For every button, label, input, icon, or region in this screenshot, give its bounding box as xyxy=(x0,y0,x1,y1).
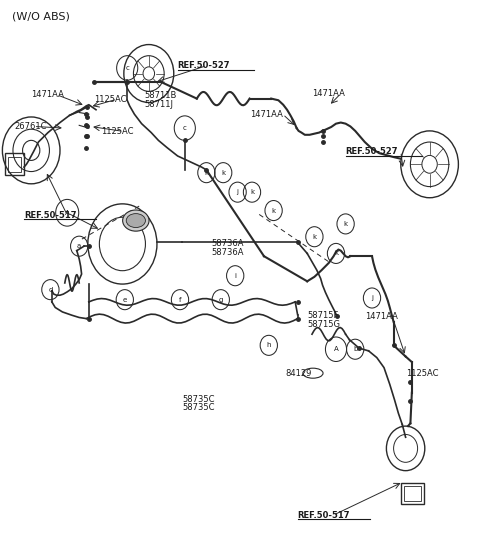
Text: 1125AC: 1125AC xyxy=(94,95,126,104)
Text: A: A xyxy=(65,210,70,216)
Text: d: d xyxy=(48,287,53,292)
Text: REF.50-517: REF.50-517 xyxy=(298,511,350,520)
Text: g: g xyxy=(218,297,223,302)
Text: 58735C: 58735C xyxy=(182,395,215,404)
Text: 26761C: 26761C xyxy=(14,122,47,131)
Text: 1125AC: 1125AC xyxy=(101,127,133,136)
Text: REF.50-527: REF.50-527 xyxy=(346,147,398,156)
Text: j: j xyxy=(237,189,239,195)
Text: e: e xyxy=(123,297,127,302)
Text: 58736A: 58736A xyxy=(211,248,244,257)
Text: 58711B: 58711B xyxy=(144,91,176,100)
Text: 1471AA: 1471AA xyxy=(312,89,345,98)
Text: 1471AA: 1471AA xyxy=(365,312,397,321)
Text: A: A xyxy=(334,346,338,352)
Text: c: c xyxy=(183,125,187,131)
Ellipse shape xyxy=(123,210,149,231)
Text: REF.50-527: REF.50-527 xyxy=(178,61,230,70)
Text: k: k xyxy=(204,170,208,175)
Text: 58715F: 58715F xyxy=(307,311,338,320)
Ellipse shape xyxy=(126,213,145,227)
Text: c: c xyxy=(125,65,129,71)
Text: k: k xyxy=(312,234,316,240)
Text: b: b xyxy=(353,346,358,352)
Text: a: a xyxy=(77,243,81,249)
Text: 1125AC: 1125AC xyxy=(406,369,438,378)
Text: k: k xyxy=(250,189,254,195)
Text: i: i xyxy=(234,273,236,278)
Text: 58711J: 58711J xyxy=(144,100,173,109)
Text: k: k xyxy=(221,170,225,175)
Text: REF.50-517: REF.50-517 xyxy=(24,211,76,219)
Text: k: k xyxy=(272,208,276,213)
Text: 1471AA: 1471AA xyxy=(31,90,64,99)
Text: 1471AA: 1471AA xyxy=(250,110,282,119)
Text: f: f xyxy=(179,297,181,302)
Text: 58735C: 58735C xyxy=(182,403,215,412)
Text: k: k xyxy=(344,221,348,227)
Text: 84129: 84129 xyxy=(286,369,312,378)
Text: (W/O ABS): (W/O ABS) xyxy=(12,11,70,21)
Text: k: k xyxy=(334,251,338,256)
Text: j: j xyxy=(371,295,373,301)
Text: 58736A: 58736A xyxy=(211,239,244,248)
Text: h: h xyxy=(266,343,271,348)
Text: 58715G: 58715G xyxy=(307,320,340,329)
